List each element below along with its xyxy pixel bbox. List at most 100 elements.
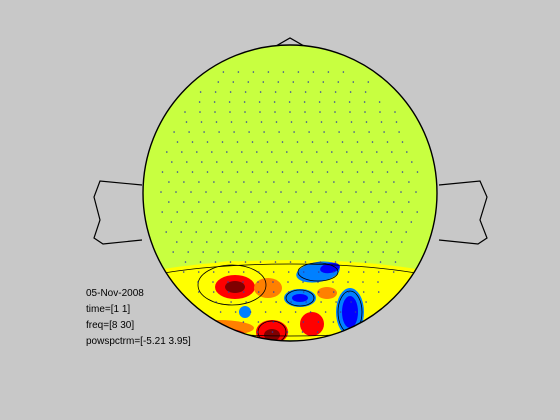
electrode xyxy=(274,261,277,263)
electrode xyxy=(214,261,217,263)
electrode xyxy=(311,211,314,213)
electrode xyxy=(345,231,348,233)
electrode xyxy=(227,271,230,273)
electrode xyxy=(323,131,325,133)
electrode xyxy=(386,211,389,213)
electrode xyxy=(332,321,335,323)
electrode xyxy=(292,81,295,83)
electrode xyxy=(184,111,186,113)
electrode xyxy=(244,261,247,263)
electrode xyxy=(330,231,333,233)
electrode xyxy=(261,161,263,163)
electrode xyxy=(376,151,378,153)
electrode xyxy=(199,111,201,113)
electrode xyxy=(272,281,274,283)
electrode xyxy=(287,321,290,323)
electrode xyxy=(364,91,367,93)
electrode xyxy=(318,181,320,183)
electrode xyxy=(348,101,351,103)
electrode xyxy=(416,211,419,213)
electrode xyxy=(278,131,280,133)
electrode xyxy=(212,291,215,293)
electrode xyxy=(182,271,185,273)
electrode xyxy=(405,231,408,233)
electrode xyxy=(385,191,387,193)
electrode xyxy=(187,251,189,253)
electrode xyxy=(406,151,408,153)
electrode xyxy=(215,121,218,123)
electrode xyxy=(275,221,278,223)
electrode xyxy=(248,131,250,133)
electrode xyxy=(309,311,312,313)
electrode xyxy=(336,161,338,163)
electrode xyxy=(302,291,305,293)
electrode xyxy=(206,211,208,213)
electrode xyxy=(320,301,322,303)
electrode xyxy=(213,181,215,183)
electrode xyxy=(245,221,248,223)
electrode xyxy=(257,281,259,283)
electrode xyxy=(199,261,202,263)
electrode xyxy=(377,271,380,273)
activity-blob xyxy=(320,262,340,274)
electrode xyxy=(228,181,230,183)
electrode xyxy=(243,181,245,183)
electrode xyxy=(319,91,322,93)
head-outline xyxy=(142,44,438,342)
electrode xyxy=(231,161,233,163)
electrode xyxy=(173,131,175,133)
electrode xyxy=(267,71,270,73)
electrode xyxy=(185,121,188,123)
electrode xyxy=(176,171,179,173)
electrode xyxy=(180,231,182,233)
electrode xyxy=(188,131,190,133)
electrode xyxy=(362,291,365,293)
electrode xyxy=(266,171,269,173)
electrode xyxy=(338,131,340,133)
electrode xyxy=(326,171,329,173)
electrode xyxy=(244,91,247,93)
electrode xyxy=(350,221,353,223)
electrode xyxy=(176,141,179,143)
electrode xyxy=(191,141,194,143)
electrode xyxy=(221,171,224,173)
electrode xyxy=(377,281,379,283)
electrode xyxy=(287,291,290,293)
info-powspctrm: powspctrm=[-5.21 3.95] xyxy=(86,336,191,347)
electrode xyxy=(365,301,367,303)
electrode xyxy=(221,141,224,143)
electrode xyxy=(362,271,365,273)
electrode xyxy=(354,311,357,313)
info-text: 05-Nov-2008 time=[1 1] freq=[8 30] powsp… xyxy=(86,286,191,350)
electrode xyxy=(161,171,164,173)
electrode xyxy=(257,271,260,273)
electrode xyxy=(377,291,380,293)
electrode xyxy=(367,251,370,253)
electrode xyxy=(364,261,367,263)
electrode xyxy=(222,71,225,73)
electrode xyxy=(337,81,340,83)
electrode xyxy=(363,201,365,203)
electrode xyxy=(366,161,368,163)
electrode xyxy=(303,181,305,183)
electrode xyxy=(317,321,320,323)
electrode xyxy=(213,101,216,103)
electrode xyxy=(301,331,304,333)
electrode xyxy=(355,191,357,193)
electrode xyxy=(265,191,267,193)
electrode xyxy=(246,161,248,163)
electrode xyxy=(302,321,305,323)
electrode xyxy=(266,141,269,143)
electrode xyxy=(400,191,402,193)
electrode xyxy=(319,261,322,263)
electrode xyxy=(212,271,215,273)
electrode xyxy=(241,151,243,153)
electrode xyxy=(371,141,374,143)
electrode xyxy=(198,181,200,183)
electrode xyxy=(290,121,293,123)
electrode xyxy=(340,191,342,193)
electrode xyxy=(244,111,246,113)
electrode xyxy=(349,111,351,113)
electrode xyxy=(289,261,292,263)
electrode xyxy=(249,311,252,313)
